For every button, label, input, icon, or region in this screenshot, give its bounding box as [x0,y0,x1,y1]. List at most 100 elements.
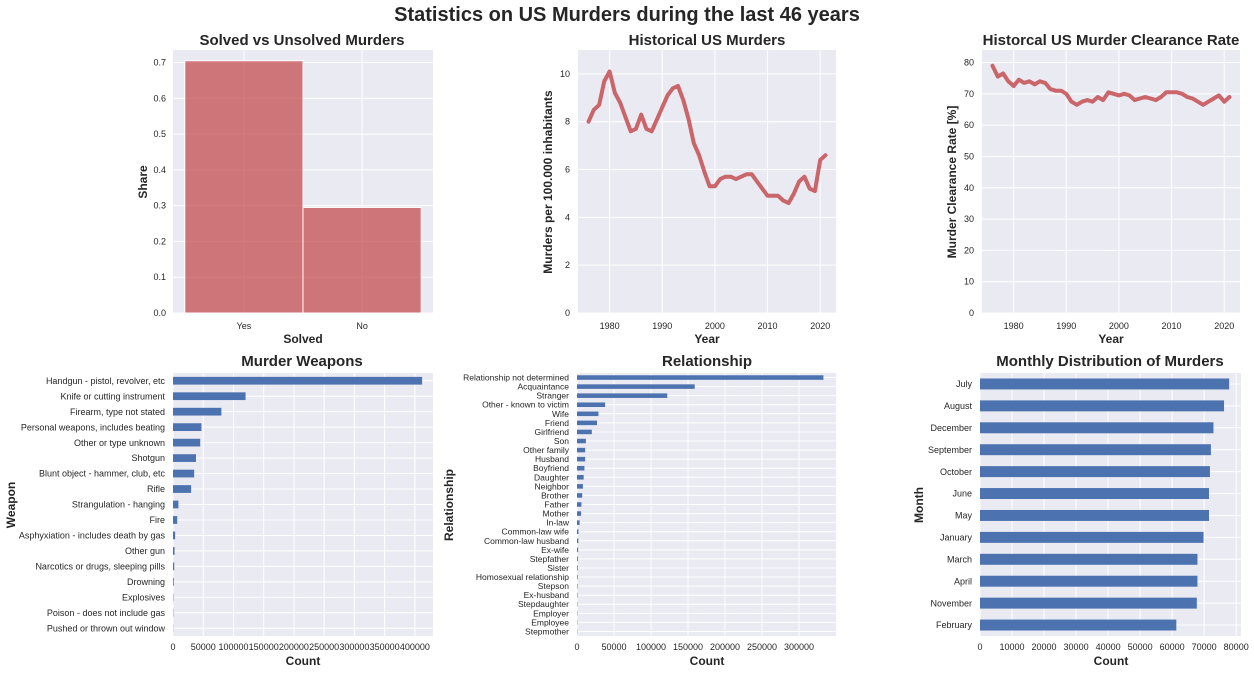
bar [577,393,668,398]
bar [577,583,578,589]
x-tick-label: 80000 [1224,642,1249,652]
x-tick-label: 2000 [1109,321,1129,331]
y-tick-label: 0.3 [153,201,166,211]
y-tick-label: Drowning [127,577,165,587]
y-tick-label: Rifle [147,484,165,494]
x-tick-label: 2010 [1162,321,1182,331]
panel-solved-vs-unsolved: Solved vs Unsolved Murders Solved Share … [136,32,433,346]
bar [980,531,1204,543]
series-line [990,63,1232,107]
y-tick-label: 50 [964,151,974,161]
y-tick-label: Stepdaughter [518,599,569,609]
y-tick-label: Ex-wife [541,545,569,555]
y-tick-label: Neighbor [535,481,570,491]
y-tick-label: Stepmother [525,626,569,636]
y-tick-label: 60 [964,120,974,130]
bar [577,447,586,453]
y-tick-label: Son [554,436,569,446]
bar [173,562,175,571]
x-axis-label: Count [690,654,725,668]
bar [980,509,1209,521]
bar [577,420,597,426]
y-axis-label: Weapon [4,482,18,528]
y-tick-label: Relationship not determined [463,373,569,383]
panel-title: Relationship [662,353,752,370]
y-axis-label: Murder Clearance Rate [%] [945,106,959,259]
y-tick-label: 0 [565,308,570,318]
plot-area [979,373,1241,636]
x-tick-label: 60000 [1160,642,1185,652]
bar [577,484,583,489]
panel-murder-weapons: Murder Weapons Count Weapon 0 50000 100000… [4,353,433,668]
bar [980,597,1197,609]
bar [577,565,578,571]
panel-title: Solved vs Unsolved Murders [199,32,404,49]
bar [577,556,578,562]
panel-title: Historcal US Murder Clearance Rate [983,32,1240,49]
bar [980,553,1198,565]
y-tick-label: Wife [552,409,569,419]
x-tick-label: 50000 [1128,642,1153,652]
y-tick-label: 6 [565,165,570,175]
bar [577,493,583,498]
x-tick-label: 0 [977,642,982,652]
y-tick-label: 80 [964,58,974,68]
bar [173,500,179,509]
plot-area [576,373,836,636]
x-tick-label: 50000 [601,642,626,652]
x-tick-label: 2000 [705,321,725,331]
bar [173,407,222,416]
bar [980,422,1214,434]
y-tick-label: 30 [964,214,974,224]
y-tick-label: 20 [964,245,974,255]
x-tick-label: 0 [170,642,175,652]
panel-historical-murders: Historical US Murders Year Murders per 1… [541,32,836,346]
y-tick-label: Poison - does not include gas [47,608,166,618]
x-axis-label: Year [1098,332,1124,346]
bar [577,529,579,534]
bar [173,376,423,385]
x-tick-label: 10000 [1000,642,1025,652]
panel-title: Murder Weapons [241,353,362,370]
panel-title: Historical US Murders [629,32,786,49]
bar [980,378,1230,390]
y-tick-label: July [956,379,973,389]
bar [980,619,1177,631]
x-tick-label: 150000 [249,642,279,652]
y-tick-label: 0 [969,308,974,318]
x-tick-label: 150000 [673,642,703,652]
bar [577,438,586,444]
y-tick-label: Pushed or thrown out window [47,623,166,633]
bar [577,520,580,525]
y-tick-label: Personal weapons, includes beating [21,422,165,432]
y-tick-label: June [952,489,972,499]
bar [577,538,579,544]
y-axis-label: Murders per 100.000 inhabitants [541,90,555,274]
y-tick-label: Brother [541,490,569,500]
x-tick-label: 30000 [1064,642,1089,652]
bar [577,456,586,462]
x-tick-label: 100000 [636,642,666,652]
y-tick-label: Stepson [538,581,569,591]
x-tick-label: 2020 [1214,321,1234,331]
y-tick-label: In-law [546,518,570,528]
bar [577,384,695,389]
y-tick-label: Employee [531,617,569,627]
y-tick-label: Daughter [534,472,569,482]
panel-clearance-rate: Historcal US Murder Clearance Rate Year … [945,32,1240,346]
y-tick-label: Shotgun [131,453,165,463]
y-tick-label: August [944,401,973,411]
y-tick-label: Employer [533,608,569,618]
plot-background [980,373,1241,636]
y-tick-label: 10 [964,277,974,287]
panel-monthly-distribution: Monthly Distribution of Murders Count Mo… [912,353,1249,668]
y-tick-label: Father [544,499,569,509]
y-tick-label: March [947,554,972,564]
y-tick-label: Explosives [122,592,166,602]
y-tick-label: Firearm, type not stated [70,407,165,417]
figure-title: Statistics on US Murders during the last… [394,4,860,26]
y-tick-label: January [940,533,973,543]
y-tick-label: September [928,445,972,455]
y-tick-label: 70 [964,89,974,99]
y-tick-label: May [955,511,973,521]
